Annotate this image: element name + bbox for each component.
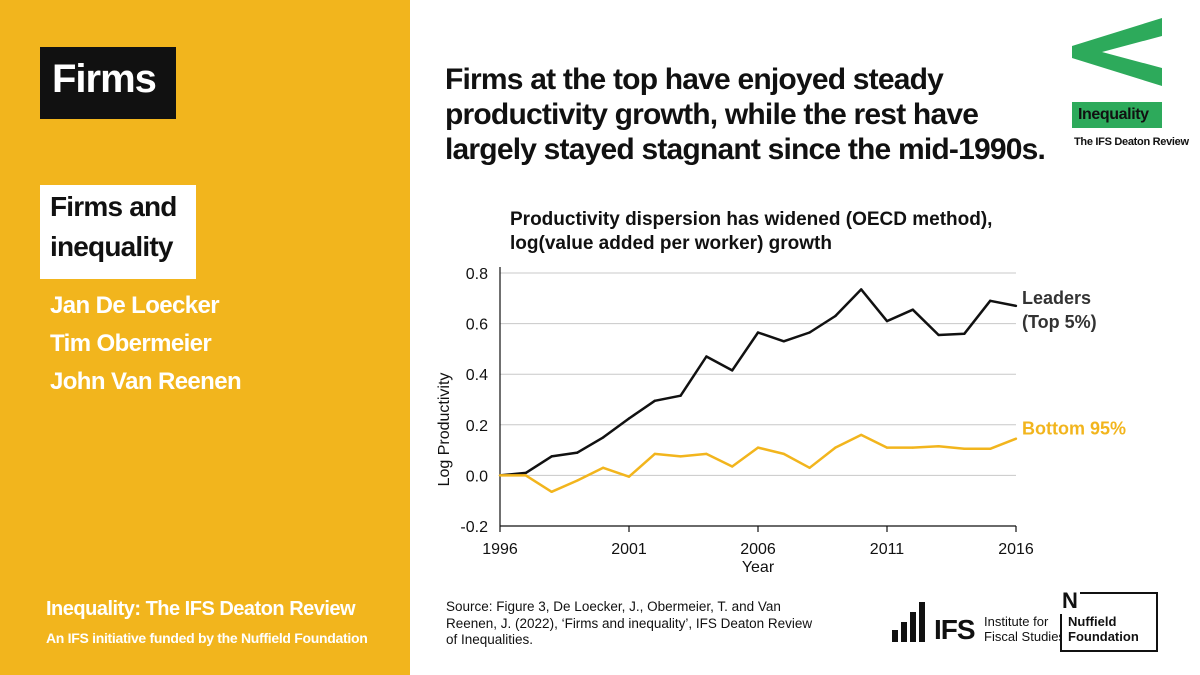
headline-line-1: Firms at the top have enjoyed steady (445, 63, 944, 96)
data-point (576, 479, 579, 482)
data-point (705, 452, 708, 456)
x-axis-label: Year (742, 559, 775, 576)
ifs-name-line-2: Fiscal Studies (984, 629, 1065, 644)
author-3: John Van Reenen (50, 368, 242, 395)
data-point (937, 445, 940, 448)
data-point (627, 417, 631, 420)
topic-tag-label: Firms (52, 57, 157, 101)
data-point (860, 288, 863, 291)
ifs-bars-icon (892, 602, 925, 642)
series-label: Leaders (1022, 288, 1091, 308)
data-point (782, 452, 785, 456)
data-point (627, 475, 631, 478)
data-point (756, 446, 760, 449)
data-point (860, 433, 863, 437)
data-point (989, 299, 992, 303)
data-point (679, 455, 682, 458)
data-point (911, 308, 914, 311)
series-label: (Top 5%) (1022, 312, 1097, 332)
chevron-logo-icon (1072, 18, 1162, 86)
nuffield-logo: N Nuffield Foundation (1060, 588, 1158, 652)
inequality-label: Inequality (1078, 106, 1149, 123)
nuffield-name-line-1: Nuffield (1068, 614, 1117, 629)
author-1: Jan De Loecker (50, 292, 220, 319)
chart-title-line-1: Productivity dispersion has widened (OEC… (510, 209, 993, 230)
left-panel: Firms Firms and inequality Jan De Loecke… (0, 0, 410, 675)
chart-title: Productivity dispersion has widened (OEC… (510, 208, 992, 256)
data-point (653, 399, 656, 402)
ifs-short: IFS (934, 614, 976, 645)
data-point (524, 471, 527, 475)
data-point (1014, 437, 1018, 440)
data-point (885, 446, 889, 449)
x-tick-label: 1996 (482, 541, 518, 558)
inequality-sub: The IFS Deaton Review (1074, 136, 1189, 148)
data-point (834, 314, 837, 318)
data-point (782, 340, 785, 343)
series-line-bottom-95 (500, 433, 1017, 494)
chapter-title-line-1: Firms and (50, 191, 177, 222)
data-point (550, 455, 553, 458)
y-tick-label: -0.2 (460, 519, 488, 536)
data-point (524, 474, 527, 477)
data-point (989, 447, 992, 451)
source-note: Source: Figure 3, De Loecker, J., Oberme… (446, 599, 813, 647)
data-point (834, 446, 837, 449)
data-point (498, 474, 502, 477)
data-point (885, 319, 889, 323)
inequality-band: Inequality (1072, 102, 1162, 128)
data-point (602, 436, 605, 439)
data-point (963, 332, 966, 335)
ifs-name-line-1: Institute for (984, 614, 1049, 629)
data-point (653, 452, 656, 456)
headline: Firms at the top have enjoyed steady pro… (445, 62, 1065, 167)
topic-tag: Firms (40, 47, 176, 119)
x-tick-label: 2001 (611, 541, 647, 558)
x-tick-label: 2016 (998, 541, 1034, 558)
data-point (911, 446, 914, 449)
headline-line-3: largely stayed stagnant since the mid-19… (445, 133, 1046, 166)
x-tick-label: 2011 (870, 541, 905, 558)
y-tick-label: 0.6 (466, 317, 488, 334)
nuffield-name: Nuffield Foundation (1068, 614, 1139, 644)
data-point (937, 333, 940, 337)
author-2: Tim Obermeier (50, 330, 212, 357)
data-point (576, 451, 579, 454)
chapter-title-line-2: inequality (50, 231, 174, 262)
y-tick-label: 0.2 (466, 418, 488, 435)
data-point (550, 490, 553, 494)
y-tick-label: 0.4 (466, 367, 488, 384)
y-tick-label: 0.0 (466, 468, 488, 485)
data-point (731, 465, 734, 468)
headline-line-2: productivity growth, while the rest have (445, 98, 979, 131)
data-point (808, 466, 811, 470)
data-point (679, 394, 682, 397)
series-label: Bottom 95% (1022, 419, 1126, 439)
nuffield-name-line-2: Foundation (1068, 629, 1139, 644)
nuffield-letter: N (1060, 588, 1080, 614)
data-point (808, 331, 811, 334)
data-point (756, 331, 760, 334)
y-tick-label: 0.8 (466, 266, 488, 283)
chapter-title-box: Firms and inequality (40, 185, 196, 279)
ifs-logo: IFS Institute for Fiscal Studies (890, 600, 1065, 646)
data-point (731, 369, 734, 372)
data-point (963, 447, 966, 451)
chart-title-line-2: log(value added per worker) growth (510, 233, 832, 254)
inequality-logo: Inequality The IFS Deaton Review (1072, 18, 1189, 158)
data-point (602, 466, 605, 470)
y-axis-label: Log Productivity (436, 373, 453, 487)
data-point (705, 355, 708, 358)
x-tick-label: 2006 (740, 541, 776, 558)
review-title: Inequality: The IFS Deaton Review (46, 598, 356, 620)
data-point (1014, 304, 1018, 308)
ifs-name: Institute for Fiscal Studies (984, 614, 1065, 644)
review-funding: An IFS initiative funded by the Nuffield… (46, 630, 368, 646)
